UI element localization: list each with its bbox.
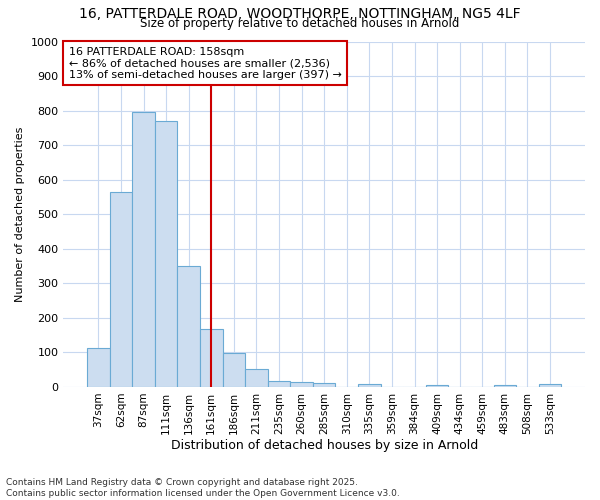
Bar <box>155 121 178 387</box>
Bar <box>110 192 132 387</box>
Text: Size of property relative to detached houses in Arnold: Size of property relative to detached ho… <box>140 18 460 30</box>
X-axis label: Distribution of detached houses by size in Arnold: Distribution of detached houses by size … <box>170 440 478 452</box>
Bar <box>426 385 448 387</box>
Bar <box>290 382 313 387</box>
Bar <box>200 329 223 387</box>
Bar <box>539 384 561 387</box>
Y-axis label: Number of detached properties: Number of detached properties <box>15 126 25 302</box>
Bar <box>87 348 110 387</box>
Text: 16, PATTERDALE ROAD, WOODTHORPE, NOTTINGHAM, NG5 4LF: 16, PATTERDALE ROAD, WOODTHORPE, NOTTING… <box>79 8 521 22</box>
Text: Contains HM Land Registry data © Crown copyright and database right 2025.
Contai: Contains HM Land Registry data © Crown c… <box>6 478 400 498</box>
Bar <box>358 384 380 387</box>
Bar <box>494 385 516 387</box>
Text: 16 PATTERDALE ROAD: 158sqm
← 86% of detached houses are smaller (2,536)
13% of s: 16 PATTERDALE ROAD: 158sqm ← 86% of deta… <box>68 46 341 80</box>
Bar <box>313 383 335 387</box>
Bar <box>245 369 268 387</box>
Bar <box>268 380 290 387</box>
Bar <box>178 266 200 387</box>
Bar <box>223 353 245 387</box>
Bar <box>132 112 155 387</box>
